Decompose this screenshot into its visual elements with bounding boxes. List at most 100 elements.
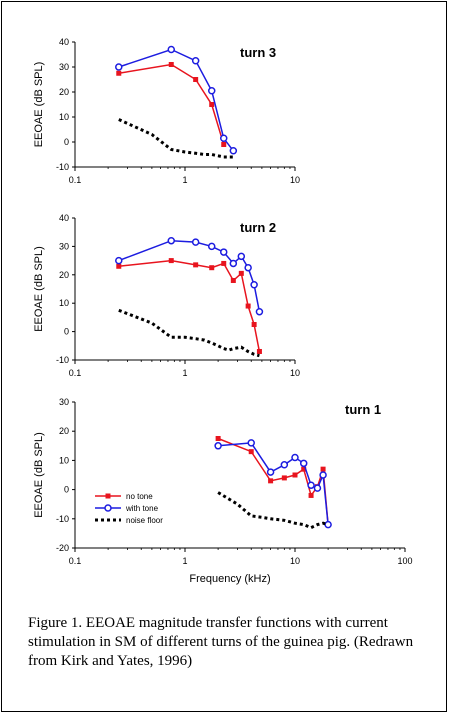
- y-tick-label: 0: [64, 327, 69, 337]
- x-tick-label: 10: [290, 368, 300, 378]
- data-point-no-tone: [209, 102, 215, 107]
- data-point-no-tone: [193, 262, 199, 268]
- data-point-with-tone: [167, 236, 176, 245]
- data-point-no-tone: [256, 348, 262, 354]
- legend-marker-with-tone: [104, 504, 112, 512]
- data-point-with-tone: [214, 442, 222, 450]
- x-tick-label: 1: [182, 175, 187, 185]
- y-tick-label: 0: [64, 485, 69, 495]
- data-point-no-tone: [193, 77, 199, 82]
- data-point-with-tone: [299, 459, 308, 468]
- data-point-no-tone: [168, 62, 174, 67]
- x-tick-label: 0.1: [69, 556, 82, 566]
- x-tick-label: 1: [182, 556, 187, 566]
- y-tick-label: -20: [56, 543, 69, 553]
- data-point-with-tone: [324, 520, 332, 529]
- data-point-with-tone: [255, 307, 264, 316]
- data-point-no-tone: [292, 472, 298, 478]
- series-line-noise-floor: [118, 308, 260, 358]
- data-point-no-tone: [221, 142, 227, 147]
- chart-title: turn 1: [345, 402, 381, 417]
- series-line-with-tone: [218, 442, 329, 525]
- data-point-with-tone: [266, 468, 275, 476]
- series-line-no-tone: [217, 437, 329, 525]
- data-point-no-tone: [168, 258, 174, 264]
- data-point-with-tone: [219, 134, 228, 142]
- data-point-no-tone: [238, 270, 244, 276]
- y-tick-label: 30: [59, 62, 69, 72]
- data-point-no-tone: [308, 492, 314, 498]
- series-line-no-tone: [118, 259, 261, 352]
- data-point-with-tone: [250, 280, 258, 289]
- data-point-no-tone: [251, 322, 257, 327]
- y-tick-label: 20: [59, 87, 69, 97]
- data-point-no-tone: [320, 466, 326, 472]
- data-point-with-tone: [307, 481, 315, 489]
- data-point-with-tone: [237, 252, 246, 261]
- data-point-no-tone: [248, 449, 254, 455]
- y-tick-label: -10: [56, 355, 69, 365]
- data-point-no-tone: [116, 70, 122, 76]
- x-tick-label: 10: [290, 175, 300, 185]
- y-tick-label: 10: [59, 112, 69, 122]
- x-axis-label: Frequency (kHz): [189, 573, 270, 585]
- legend-label: with tone: [125, 504, 159, 513]
- data-point-with-tone: [244, 263, 252, 272]
- data-point-no-tone: [281, 475, 287, 481]
- data-point-no-tone: [268, 478, 274, 484]
- figure-caption: Figure 1. EEOAE magnitude transfer funct…: [28, 615, 414, 669]
- data-point-with-tone: [115, 63, 123, 71]
- data-point-with-tone: [191, 238, 200, 246]
- data-point-with-tone: [219, 248, 228, 256]
- data-point-no-tone: [209, 265, 215, 271]
- data-point-no-tone: [301, 466, 307, 472]
- y-tick-label: 20: [59, 426, 69, 436]
- series-line-with-tone: [118, 239, 261, 312]
- legend-marker-no-tone: [105, 493, 111, 499]
- y-axis-label: EEOAE (dB SPL): [33, 62, 45, 148]
- y-tick-label: -10: [56, 162, 69, 172]
- y-tick-label: 10: [59, 298, 69, 308]
- data-point-with-tone: [229, 259, 238, 268]
- data-point-no-tone: [221, 260, 227, 266]
- data-point-with-tone: [319, 471, 327, 479]
- data-point-with-tone: [207, 87, 216, 95]
- series-line-no-tone: [118, 63, 225, 145]
- data-point-no-tone: [230, 277, 236, 283]
- y-axis-label: EEOAE (dB SPL): [33, 246, 45, 332]
- x-tick-label: 1: [182, 368, 187, 378]
- y-tick-label: 0: [64, 137, 69, 147]
- y-tick-label: 40: [59, 213, 69, 223]
- data-point-with-tone: [280, 461, 289, 469]
- legend-label: noise floor: [126, 516, 163, 525]
- x-tick-label: 0.1: [69, 368, 82, 378]
- data-point-no-tone: [245, 303, 251, 309]
- y-tick-label: 10: [59, 455, 69, 465]
- y-tick-label: 20: [59, 270, 69, 280]
- data-point-with-tone: [207, 242, 216, 251]
- y-tick-label: -10: [56, 514, 69, 524]
- y-tick-label: 40: [59, 37, 69, 47]
- data-point-with-tone: [313, 484, 322, 492]
- series-line-noise-floor: [217, 491, 329, 530]
- data-point-with-tone: [247, 439, 255, 447]
- data-point-no-tone: [116, 263, 122, 269]
- chart-title: turn 2: [240, 220, 276, 235]
- data-point-with-tone: [291, 453, 299, 462]
- data-point-with-tone: [115, 256, 123, 265]
- x-tick-label: 100: [397, 556, 412, 566]
- y-tick-label: 30: [59, 241, 69, 251]
- y-tick-label: 30: [59, 397, 69, 407]
- legend-label: no tone: [126, 492, 153, 501]
- y-axis-label: EEOAE (dB SPL): [33, 432, 45, 518]
- data-point-no-tone: [215, 436, 221, 441]
- chart-title: turn 3: [240, 45, 276, 60]
- data-point-with-tone: [191, 57, 200, 65]
- x-tick-label: 0.1: [69, 175, 82, 185]
- series-line-with-tone: [118, 48, 234, 152]
- data-point-with-tone: [167, 45, 176, 54]
- series-line-noise-floor: [118, 118, 234, 159]
- data-point-with-tone: [229, 147, 238, 155]
